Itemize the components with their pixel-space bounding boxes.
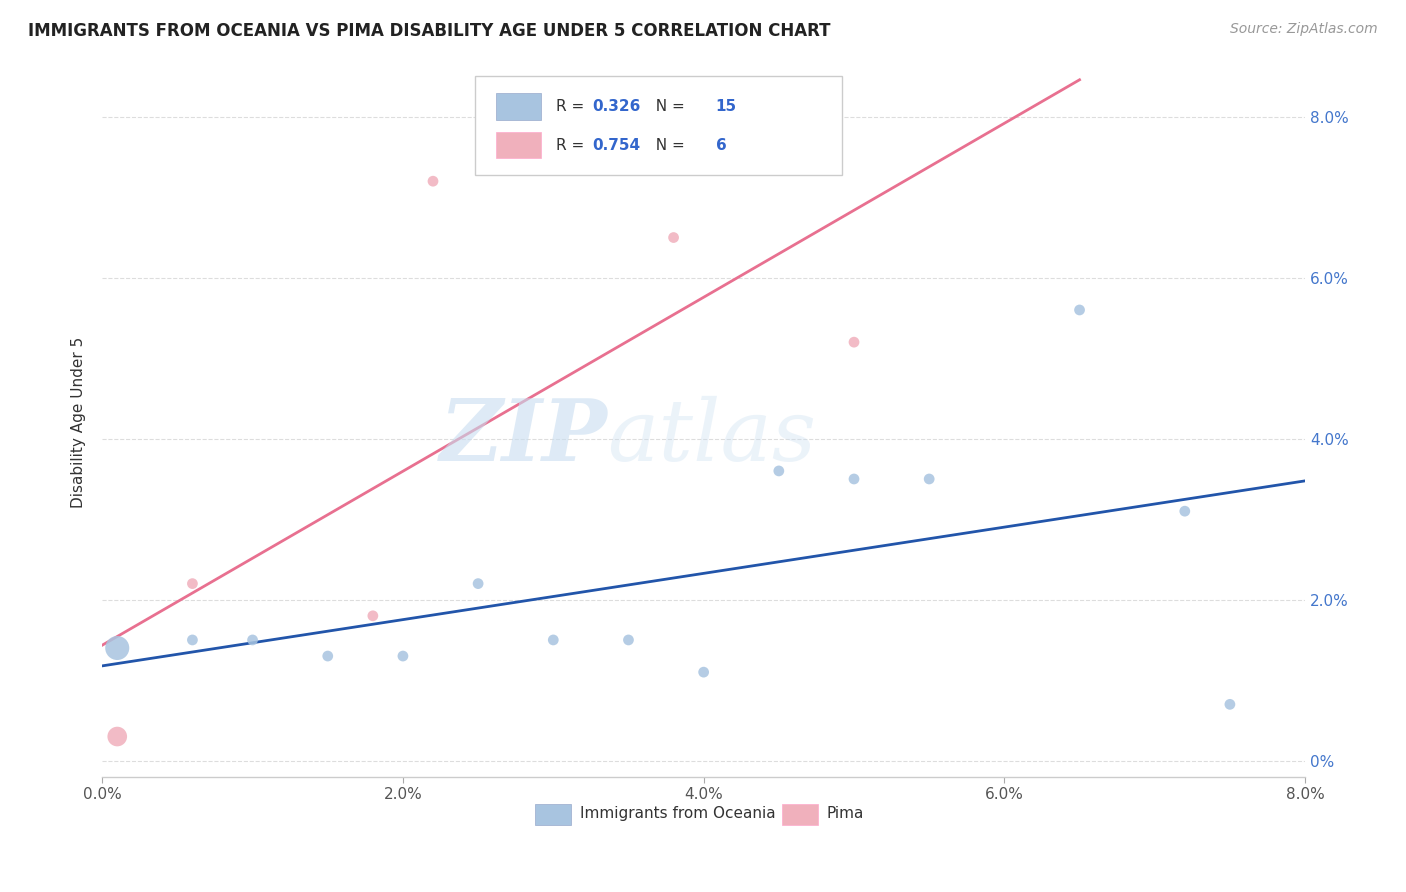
Text: Pima: Pima xyxy=(827,806,863,822)
Point xyxy=(1069,303,1091,318)
FancyBboxPatch shape xyxy=(495,94,541,120)
Point xyxy=(842,472,865,486)
Point xyxy=(316,648,339,663)
Point xyxy=(467,576,489,591)
Text: R =: R = xyxy=(555,137,589,153)
FancyBboxPatch shape xyxy=(782,804,818,825)
Point xyxy=(1174,504,1197,518)
Point xyxy=(105,640,128,655)
Point xyxy=(181,632,204,647)
Point xyxy=(242,632,264,647)
Point xyxy=(361,608,384,623)
Text: N =: N = xyxy=(645,99,689,114)
Point xyxy=(768,464,790,478)
Y-axis label: Disability Age Under 5: Disability Age Under 5 xyxy=(72,337,86,508)
Text: 15: 15 xyxy=(716,99,737,114)
FancyBboxPatch shape xyxy=(495,131,541,159)
Text: atlas: atlas xyxy=(607,395,817,478)
Point xyxy=(422,174,444,188)
FancyBboxPatch shape xyxy=(475,76,842,175)
Point xyxy=(181,576,204,591)
Point xyxy=(918,472,941,486)
Text: ZIP: ZIP xyxy=(440,395,607,479)
Point xyxy=(105,730,128,744)
Text: R =: R = xyxy=(555,99,589,114)
Point xyxy=(1219,698,1241,712)
Point xyxy=(662,230,685,244)
Point xyxy=(543,632,565,647)
Text: Immigrants from Oceania: Immigrants from Oceania xyxy=(579,806,775,822)
Point xyxy=(692,665,714,680)
Text: IMMIGRANTS FROM OCEANIA VS PIMA DISABILITY AGE UNDER 5 CORRELATION CHART: IMMIGRANTS FROM OCEANIA VS PIMA DISABILI… xyxy=(28,22,831,40)
Text: 6: 6 xyxy=(716,137,727,153)
Point xyxy=(842,335,865,350)
Point xyxy=(392,648,415,663)
Text: N =: N = xyxy=(645,137,689,153)
Text: 0.754: 0.754 xyxy=(592,137,640,153)
Text: 0.326: 0.326 xyxy=(592,99,640,114)
Text: Source: ZipAtlas.com: Source: ZipAtlas.com xyxy=(1230,22,1378,37)
Point xyxy=(617,632,640,647)
FancyBboxPatch shape xyxy=(536,804,571,825)
